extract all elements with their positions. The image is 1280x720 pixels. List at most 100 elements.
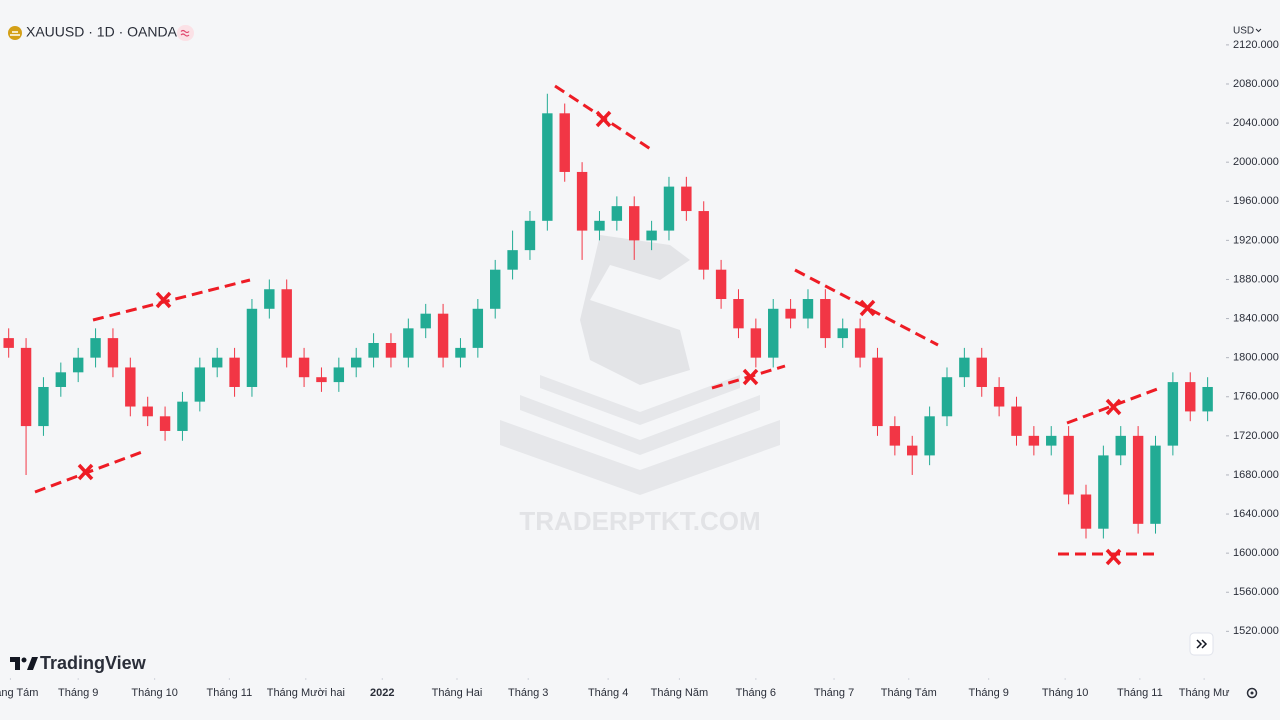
candle-body xyxy=(1202,386,1213,412)
candle-body xyxy=(38,386,49,427)
watermark-text: TRADERPTKT.COM xyxy=(519,506,760,536)
candle-body xyxy=(159,416,171,431)
cross-mark xyxy=(1105,398,1122,416)
cross-mark xyxy=(155,291,172,309)
y-tick-label: 2120.000 xyxy=(1233,39,1279,51)
x-tick-label: Tháng 7 xyxy=(814,687,854,699)
y-tick-label: 1800.000 xyxy=(1233,352,1279,364)
candle-body xyxy=(976,357,987,387)
settings-icon xyxy=(1250,691,1254,695)
currency[interactable]: USD xyxy=(1233,26,1254,37)
y-tick-label: 1680.000 xyxy=(1233,469,1279,481)
watermark: TRADERPTKT.COM xyxy=(500,235,780,536)
time-axis: Tháng Tám Tháng 9 Tháng 10 Tháng 11 Tháng Mư… xyxy=(0,678,1230,699)
candle-body xyxy=(750,328,762,358)
y-tick-label: 1760.000 xyxy=(1233,391,1279,403)
x-tick-label: Tháng 6 xyxy=(736,687,776,699)
candle-body xyxy=(455,347,466,358)
candle-body xyxy=(437,313,449,358)
candle-body xyxy=(264,289,275,309)
candle-body xyxy=(490,269,501,309)
candle-body xyxy=(1098,455,1109,529)
candle-body xyxy=(1063,435,1074,495)
annotations xyxy=(34,84,1161,566)
x-tick-label: Tháng Mư xyxy=(1179,687,1230,699)
candle-body xyxy=(941,377,953,417)
candle-body xyxy=(559,113,570,172)
candle-body xyxy=(1167,382,1179,446)
x-tick-label: Tháng 9 xyxy=(969,687,1009,699)
candle-body xyxy=(55,372,67,387)
candle-body xyxy=(524,220,536,251)
candle-body xyxy=(576,171,588,231)
trend-line xyxy=(92,278,251,322)
candle-body xyxy=(629,206,640,241)
status-icon xyxy=(180,29,190,37)
y-tick-label: 1520.000 xyxy=(1233,625,1279,637)
currency-bg xyxy=(1226,22,1280,40)
candle-body xyxy=(420,313,431,329)
x-tick-label: Tháng Mười hai xyxy=(267,687,345,699)
y-tick-label: 2080.000 xyxy=(1233,78,1279,90)
symbol-title[interactable]: XAUUSD · 1D · OANDA xyxy=(26,24,178,40)
candle-body xyxy=(211,357,223,368)
symbol-icon-bars xyxy=(10,31,20,36)
y-tick-label: 1840.000 xyxy=(1233,312,1279,324)
y-tick-label: 1640.000 xyxy=(1233,508,1279,520)
candle-body xyxy=(1028,435,1040,446)
candle-body xyxy=(1132,435,1144,524)
y-tick-label: 1880.000 xyxy=(1233,273,1279,285)
candle-body xyxy=(785,308,796,319)
x-tick-label: Tháng Hai xyxy=(432,687,483,699)
candle-body xyxy=(20,347,32,427)
candle-body xyxy=(733,299,744,329)
x-tick-label: Tháng 10 xyxy=(131,687,177,699)
y-tick-label: 1720.000 xyxy=(1233,430,1279,442)
plot-area xyxy=(3,93,1213,539)
candle-body xyxy=(681,186,692,212)
x-tick-label: 2022 xyxy=(370,687,394,699)
candle-body xyxy=(229,357,240,387)
x-tick-label: Tháng 4 xyxy=(588,687,628,699)
candle-body xyxy=(837,328,848,339)
scroll-icon xyxy=(1196,639,1208,649)
candle-body xyxy=(1185,382,1196,412)
trend-line xyxy=(794,268,939,347)
cross-mark xyxy=(77,463,94,481)
candle-body xyxy=(854,328,866,358)
x-tick-label: Tháng 11 xyxy=(1117,687,1163,699)
x-tick-label: Tháng Tám xyxy=(881,687,937,699)
candle-body xyxy=(611,206,623,221)
candle-body xyxy=(403,328,414,358)
x-tick-label: Tháng 9 xyxy=(58,687,98,699)
x-tick-label: Tháng Tám xyxy=(0,687,38,699)
candle-body xyxy=(194,367,206,402)
settings-button[interactable] xyxy=(1246,687,1258,699)
candle-body xyxy=(385,343,397,358)
x-tick-label: Tháng 3 xyxy=(508,687,548,699)
cross-mark xyxy=(742,368,759,386)
candle-body xyxy=(281,289,292,358)
status-badge[interactable] xyxy=(177,25,194,41)
candle-body xyxy=(1150,445,1161,524)
candle-body xyxy=(298,357,310,378)
x-tick-label: Tháng Năm xyxy=(651,687,708,699)
y-tick-label: 2040.000 xyxy=(1233,117,1279,129)
candle-body xyxy=(1115,435,1126,456)
candle-body xyxy=(907,445,918,456)
candle-body xyxy=(715,269,727,300)
candle-body xyxy=(472,308,484,348)
candle-body xyxy=(663,186,675,231)
symbol-icon xyxy=(8,26,22,40)
cross-mark xyxy=(595,110,612,128)
candle-body xyxy=(1080,494,1092,529)
candle-body xyxy=(107,338,119,368)
candle-body xyxy=(698,211,709,270)
candle-body xyxy=(1046,435,1057,446)
y-tick-label: 1600.000 xyxy=(1233,547,1279,559)
cross-mark xyxy=(1105,548,1122,566)
candle-body xyxy=(802,299,814,319)
candle-body xyxy=(177,401,188,431)
price-axis-bg xyxy=(1226,0,1280,720)
currency-caret xyxy=(1255,28,1262,33)
